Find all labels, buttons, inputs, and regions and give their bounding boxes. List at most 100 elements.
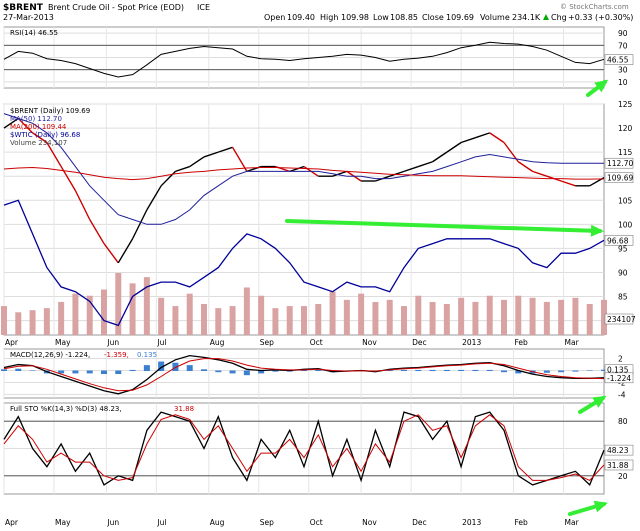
macd-histogram-bar: [115, 370, 122, 374]
macd-histogram-bar: [1, 369, 7, 372]
x-axis-month-label: May: [55, 518, 71, 527]
macd-histogram-bar: [501, 370, 507, 373]
x-axis-month-label: Oct: [310, 338, 323, 347]
rsi-y-tick-label: 10: [618, 78, 628, 87]
sto-legend-0: Full STO %K(14,3) %D(3) 48.23,: [10, 405, 122, 413]
brent-price-segment: [146, 185, 162, 211]
macd-histogram-bar: [72, 370, 79, 374]
x-axis-month-label: Nov: [362, 518, 377, 527]
brent-price-segment: [32, 132, 48, 144]
volume-value: 234.1K: [512, 13, 541, 22]
brent-price-segment: [218, 146, 233, 153]
volume-bar: [572, 297, 579, 335]
brent-price-segment: [289, 165, 305, 173]
volume-bar: [401, 306, 407, 335]
sto-y-tick-label: 80: [618, 417, 628, 426]
price-y-tick-label: 90: [618, 268, 628, 277]
brent-price-segment: [46, 142, 62, 167]
macd-last-value: -1.224: [607, 374, 631, 383]
volume-bar: [529, 297, 536, 335]
chg-label: Chg: [551, 13, 567, 22]
brent-price-segment: [231, 146, 248, 172]
chart-marks: 1030507090RSI(14) 46.5546.55808590951001…: [1, 29, 636, 527]
x-axis-month-label: Sep: [260, 518, 274, 527]
volume-bar: [472, 301, 479, 335]
brent-price-segment: [403, 165, 419, 173]
macd-highlight-arrow-head: [592, 395, 607, 408]
rsi-last-value-box: [604, 54, 634, 65]
x-axis-month-label: Feb: [515, 518, 529, 527]
low-label: Low: [373, 13, 389, 22]
symbol-description: Brent Crude Oil - Spot Price (EOD): [48, 3, 184, 12]
volume-bar: [315, 304, 322, 335]
brent-price-segment: [17, 117, 34, 134]
macd-y-tick-label: 2: [618, 355, 623, 364]
macd-legend-0: MACD(12,26,9) -1.224,: [10, 351, 90, 359]
macd-histogram-bar: [86, 370, 93, 374]
rsi-legend: RSI(14) 46.55: [10, 29, 58, 37]
volume-bar: [515, 295, 522, 335]
x-axis-month-label: Oct: [310, 518, 323, 527]
macd-histogram-bar: [29, 370, 36, 372]
close-value: 109.69: [446, 13, 474, 22]
volume-bar: [15, 312, 22, 335]
brent-price-segment: [475, 132, 490, 139]
brent-last-value-box: [604, 172, 634, 183]
x-axis-month-label: Nov: [362, 338, 377, 347]
rsi-line: [3, 41, 605, 78]
price-y-tick-label: 120: [618, 124, 633, 133]
volume-bar: [372, 301, 379, 335]
volume-bar: [258, 295, 265, 335]
macd-histogram-bar: [301, 369, 307, 372]
ma50-last-value-box: [604, 157, 634, 169]
brent-price-segment: [517, 161, 533, 172]
symbol-label: $BRENT: [3, 3, 44, 13]
volume-bar: [72, 293, 79, 335]
macd-histogram-bar: [572, 370, 579, 372]
macd-histogram-bar: [186, 365, 193, 372]
rsi-last-value: 46.55: [607, 56, 629, 65]
macd-last-value-box: [604, 372, 634, 384]
open-label: Open: [264, 13, 285, 22]
volume-last-value-box: [604, 313, 634, 325]
ma200-line: [3, 166, 605, 181]
macd-histogram-bar: [401, 369, 407, 372]
macd-histogram-bar: [272, 370, 279, 372]
sto-legend-1: 31.88: [174, 405, 194, 413]
open-value: 109.40: [287, 13, 315, 22]
volume-bar: [172, 306, 179, 335]
brent-price-segment: [489, 132, 505, 144]
macd-histogram-bar: [58, 370, 65, 374]
brent-last-value: 109.69: [607, 174, 633, 183]
brent-price-segment: [89, 219, 105, 244]
x-axis-month-label: Mar: [565, 518, 580, 527]
up-triangle-icon: [543, 14, 549, 20]
price-legend-2: MA(200) 109.44: [10, 123, 67, 131]
macd-histogram-bar: [258, 370, 265, 374]
macd-hist-last-value: 0.135: [607, 366, 629, 375]
macd-histogram-bar: [443, 369, 450, 372]
macd-histogram-bar: [515, 370, 522, 374]
brent-price-segment: [189, 156, 205, 168]
rsi-y-tick-label: 70: [618, 41, 628, 50]
volume-bar: [458, 297, 465, 335]
brent-price-segment: [203, 151, 219, 158]
price-y-tick-label: 85: [618, 293, 628, 302]
sto-y-tick-label: 20: [618, 472, 628, 481]
volume-bar: [301, 306, 307, 335]
brent-price-segment: [446, 141, 462, 153]
macd-histogram-bar: [486, 369, 493, 372]
macd-histogram-bar: [601, 369, 607, 372]
volume-bar: [186, 293, 193, 335]
brent-price-segment: [117, 238, 134, 264]
volume-bar: [58, 301, 65, 335]
price-y-tick-label: 95: [618, 244, 628, 253]
volume-bar: [558, 299, 565, 335]
price-legend-0: $BRENT (Daily) 109.69: [10, 107, 90, 115]
volume-bar: [358, 293, 365, 335]
ma50-last-value: 112.70: [607, 159, 633, 168]
macd-histogram-bar: [143, 365, 150, 372]
macd-histogram-bar: [386, 369, 393, 372]
brent-price-segment: [460, 137, 476, 144]
sto-k-last-value: 48.23: [607, 446, 629, 455]
